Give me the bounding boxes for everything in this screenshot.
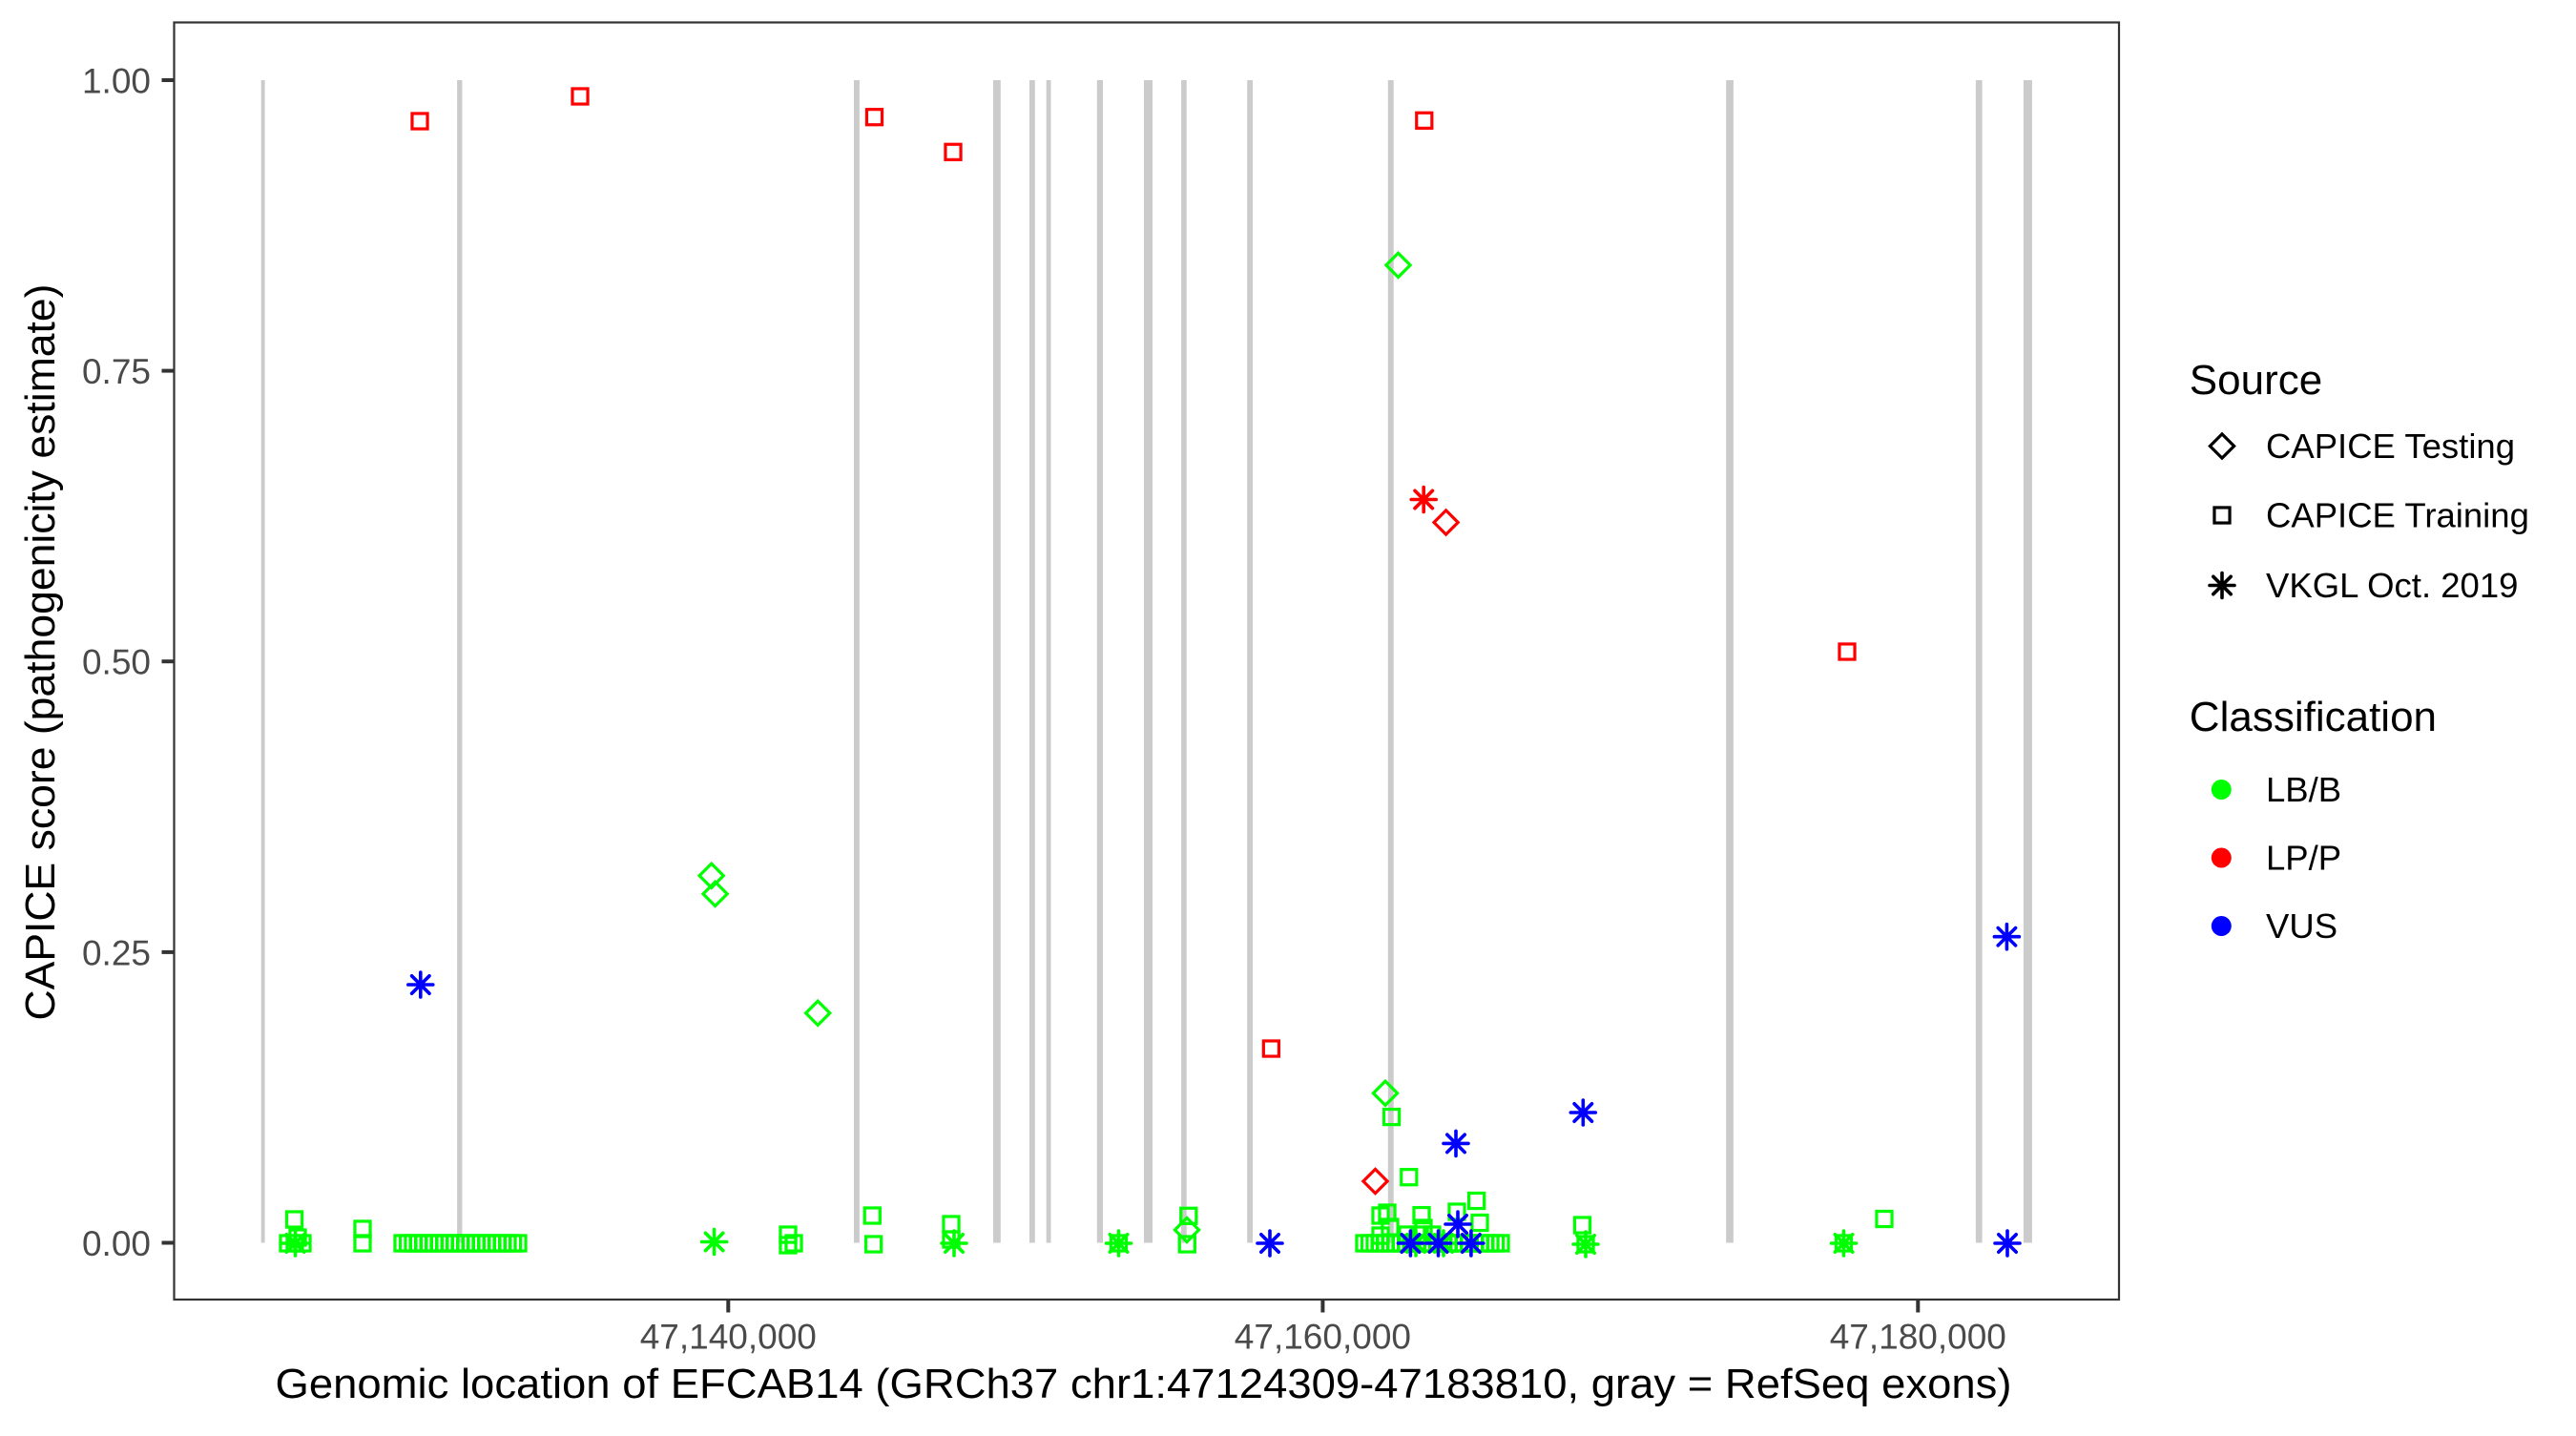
- svg-text:0.50: 0.50: [82, 643, 151, 682]
- svg-text:Genomic location of EFCAB14 (G: Genomic location of EFCAB14 (GRCh37 chr1…: [276, 1361, 2012, 1407]
- svg-text:0.25: 0.25: [82, 933, 151, 972]
- svg-text:LP/P: LP/P: [2266, 839, 2341, 878]
- svg-text:47,140,000: 47,140,000: [640, 1318, 817, 1357]
- svg-text:0.75: 0.75: [82, 352, 151, 391]
- svg-text:VUS: VUS: [2266, 906, 2337, 946]
- svg-text:CAPICE score (pathogenicity es: CAPICE score (pathogenicity estimate): [17, 284, 64, 1021]
- svg-text:CAPICE Testing: CAPICE Testing: [2266, 427, 2515, 466]
- svg-text:LB/B: LB/B: [2266, 770, 2341, 809]
- svg-text:47,160,000: 47,160,000: [1235, 1318, 1411, 1357]
- svg-text:0.00: 0.00: [82, 1224, 151, 1263]
- svg-text:1.00: 1.00: [82, 62, 151, 101]
- svg-text:Classification: Classification: [2190, 694, 2437, 740]
- svg-text:CAPICE Training: CAPICE Training: [2266, 496, 2529, 535]
- svg-text:47,180,000: 47,180,000: [1830, 1318, 2006, 1357]
- svg-text:Source: Source: [2190, 357, 2322, 404]
- svg-text:VKGL Oct. 2019: VKGL Oct. 2019: [2266, 566, 2518, 605]
